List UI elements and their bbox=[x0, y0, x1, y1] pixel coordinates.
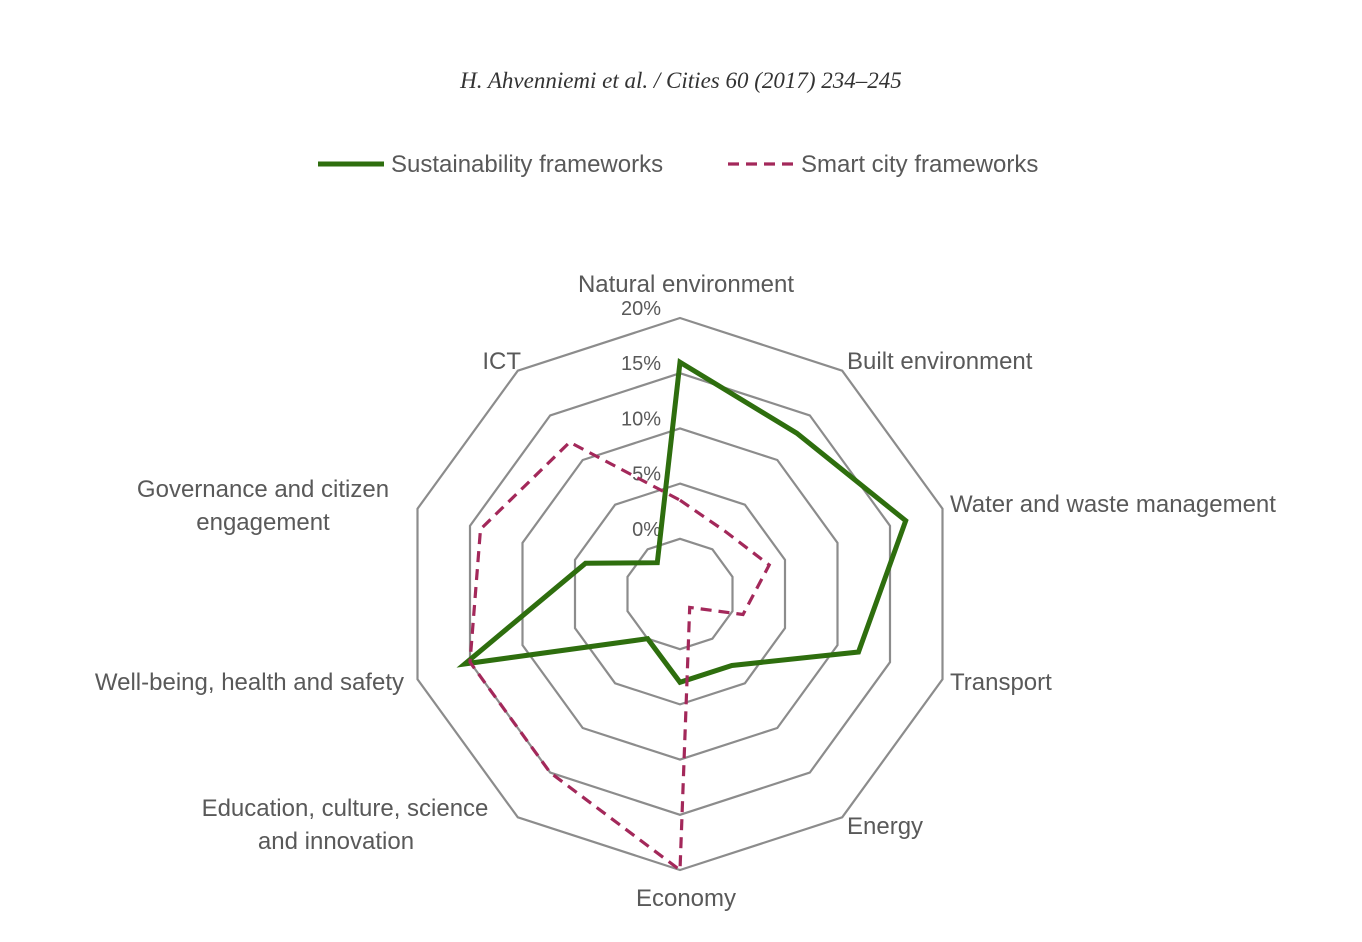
grid-ring bbox=[521, 427, 839, 761]
category-label: Built environment bbox=[847, 348, 1033, 375]
series-line-1 bbox=[456, 358, 909, 686]
grid-ring bbox=[416, 316, 944, 872]
radar-grid bbox=[416, 316, 944, 872]
category-label: Governance and citizen bbox=[137, 476, 389, 503]
radial-tick-label: 0% bbox=[632, 519, 661, 541]
category-label: Well-being, health and safety bbox=[95, 669, 404, 696]
category-label: Education, culture, science bbox=[202, 795, 489, 822]
category-label: Transport bbox=[950, 669, 1052, 696]
citation-header: H. Ahvenniemi et al. / Cities 60 (2017) … bbox=[460, 68, 902, 93]
category-labels: Natural environment Built environment Wate… bbox=[95, 271, 1276, 912]
category-label: Water and waste management bbox=[950, 491, 1276, 518]
legend-label-2: Smart city frameworks bbox=[801, 151, 1038, 178]
radial-tick-label: 10% bbox=[621, 408, 661, 430]
category-label: Natural environment bbox=[578, 271, 794, 298]
radial-tick-label: 20% bbox=[621, 298, 661, 320]
legend-label-1: Sustainability frameworks bbox=[391, 151, 663, 178]
category-label: and innovation bbox=[258, 828, 414, 855]
radar-series bbox=[456, 358, 909, 874]
category-label: ICT bbox=[482, 348, 521, 375]
category-label: Energy bbox=[847, 813, 923, 840]
category-label: engagement bbox=[196, 509, 330, 536]
grid-ring bbox=[626, 537, 734, 651]
chart-legend: Sustainability frameworks Smart city fram… bbox=[318, 151, 1038, 178]
grid-ring bbox=[573, 482, 787, 706]
category-label: Economy bbox=[636, 885, 736, 912]
radial-tick-label: 15% bbox=[621, 353, 661, 375]
series-line-2 bbox=[468, 440, 772, 874]
